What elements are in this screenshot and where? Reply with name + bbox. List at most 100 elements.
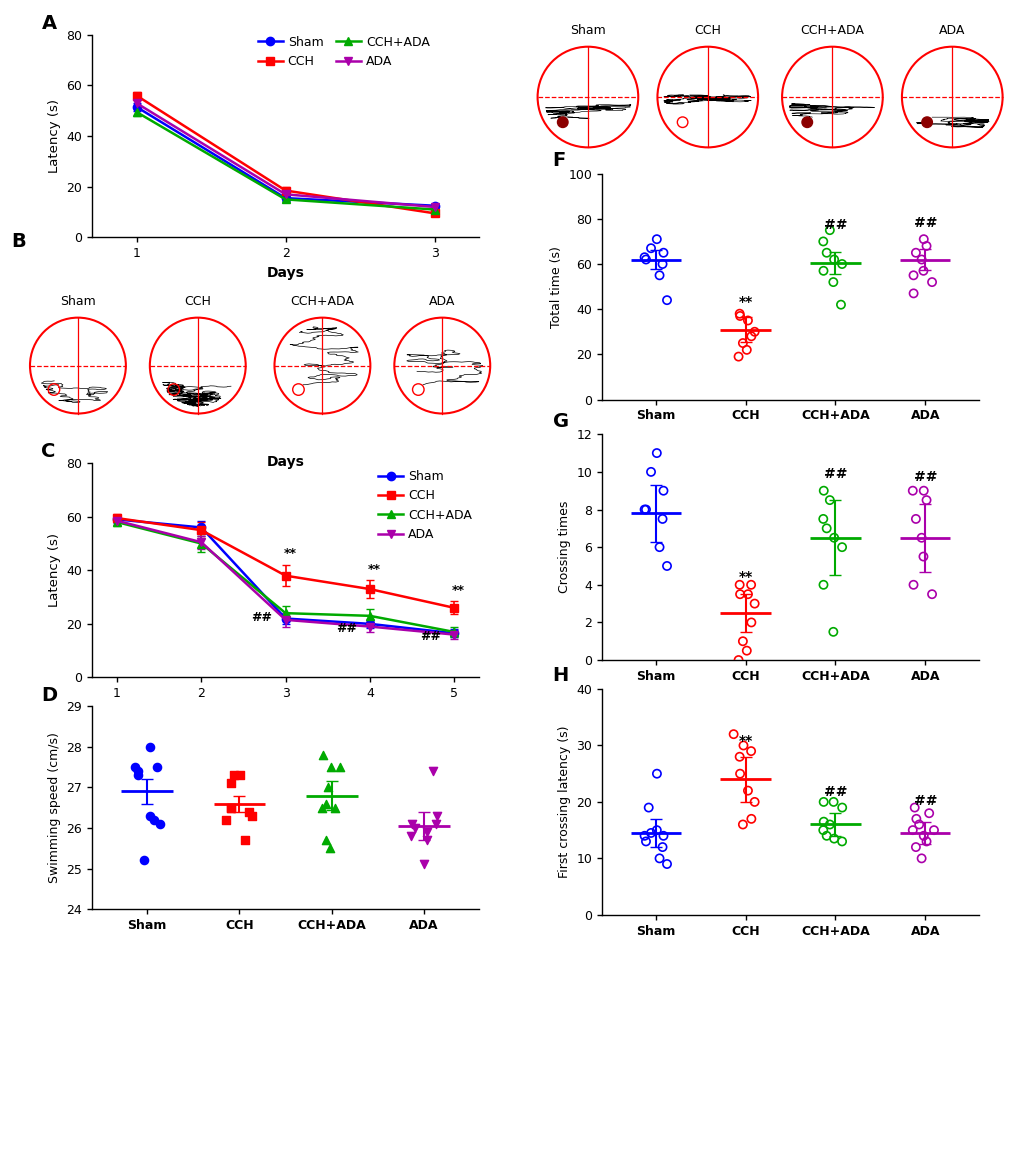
Y-axis label: Swimming speed (cm/s): Swimming speed (cm/s) xyxy=(48,732,60,884)
Point xyxy=(654,827,671,845)
Point xyxy=(825,528,842,547)
Point xyxy=(817,243,834,262)
Point xyxy=(923,273,940,292)
Text: **: ** xyxy=(367,563,380,576)
Point xyxy=(642,239,658,257)
Point xyxy=(824,273,841,292)
Point xyxy=(732,585,748,603)
Point xyxy=(222,799,238,818)
Point xyxy=(920,804,936,822)
Point xyxy=(640,798,656,816)
Point xyxy=(739,312,755,330)
Point xyxy=(824,623,841,642)
Point xyxy=(734,334,750,352)
Point xyxy=(658,291,675,309)
Text: **: ** xyxy=(451,584,465,598)
Point xyxy=(651,849,667,867)
Point xyxy=(814,576,830,594)
Ellipse shape xyxy=(557,117,568,127)
Point xyxy=(915,230,931,249)
Point xyxy=(913,528,929,547)
Point xyxy=(642,823,658,842)
Point xyxy=(907,838,923,857)
Text: A: A xyxy=(42,14,56,34)
Text: Sham: Sham xyxy=(60,295,96,308)
Text: **: ** xyxy=(738,734,752,748)
Point xyxy=(648,444,664,462)
Text: H: H xyxy=(552,667,569,686)
Point xyxy=(146,811,162,829)
Point xyxy=(418,831,434,850)
Text: D: D xyxy=(42,686,57,705)
Point xyxy=(318,794,334,813)
Point xyxy=(915,827,931,845)
Point xyxy=(240,802,257,821)
Point xyxy=(654,243,671,262)
Point xyxy=(651,537,667,557)
Point xyxy=(648,764,664,783)
Point xyxy=(817,519,834,537)
Point xyxy=(825,829,842,848)
Point xyxy=(743,327,759,345)
Point xyxy=(245,807,261,826)
Legend: Sham, CCH, CCH+ADA, ADA: Sham, CCH, CCH+ADA, ADA xyxy=(373,466,477,545)
Text: ##: ## xyxy=(913,215,936,229)
Text: ##: ## xyxy=(420,630,440,643)
Y-axis label: Latency (s): Latency (s) xyxy=(48,100,60,173)
Y-axis label: Latency (s): Latency (s) xyxy=(48,534,60,607)
Point xyxy=(834,537,850,557)
Point xyxy=(152,815,168,834)
Point xyxy=(424,762,440,780)
Point xyxy=(743,614,759,632)
Point xyxy=(218,811,234,829)
Point xyxy=(651,266,667,285)
Text: ADA: ADA xyxy=(429,295,455,308)
Point xyxy=(322,758,338,777)
Point xyxy=(731,305,747,323)
Point xyxy=(648,821,664,840)
Text: E: E xyxy=(521,0,534,5)
Point xyxy=(222,775,238,793)
Point xyxy=(814,262,830,280)
Point xyxy=(129,767,146,785)
Point xyxy=(734,632,750,651)
Point xyxy=(223,799,239,818)
Point xyxy=(403,827,419,845)
Point xyxy=(925,821,942,840)
Point xyxy=(407,819,423,837)
Point xyxy=(731,576,747,594)
Point xyxy=(419,823,435,842)
Point xyxy=(815,813,832,831)
Text: CCH: CCH xyxy=(184,295,211,308)
Text: **: ** xyxy=(738,570,752,584)
Point xyxy=(654,838,671,857)
Point xyxy=(730,347,746,366)
Text: CCH+ADA: CCH+ADA xyxy=(800,23,863,37)
Point xyxy=(637,250,653,269)
Y-axis label: Total time (s): Total time (s) xyxy=(549,245,562,328)
Point xyxy=(907,809,923,828)
Point xyxy=(832,295,848,314)
Point xyxy=(126,758,143,777)
Text: F: F xyxy=(552,151,566,170)
Point xyxy=(815,792,832,811)
Point xyxy=(907,510,923,528)
Text: C: C xyxy=(42,442,56,461)
Point xyxy=(428,815,444,834)
Point xyxy=(917,833,933,851)
Point xyxy=(642,462,658,482)
Point xyxy=(732,307,748,325)
Point xyxy=(825,250,842,269)
Text: ##: ## xyxy=(252,611,272,624)
Text: G: G xyxy=(552,412,569,431)
Point xyxy=(654,510,671,528)
Point xyxy=(730,651,746,669)
Point xyxy=(917,491,933,510)
Point xyxy=(636,248,652,266)
Point xyxy=(834,833,850,851)
Text: CCH: CCH xyxy=(694,23,720,37)
Text: ##: ## xyxy=(823,218,847,232)
Point xyxy=(231,767,248,785)
Point xyxy=(658,557,675,576)
Point xyxy=(739,585,755,603)
